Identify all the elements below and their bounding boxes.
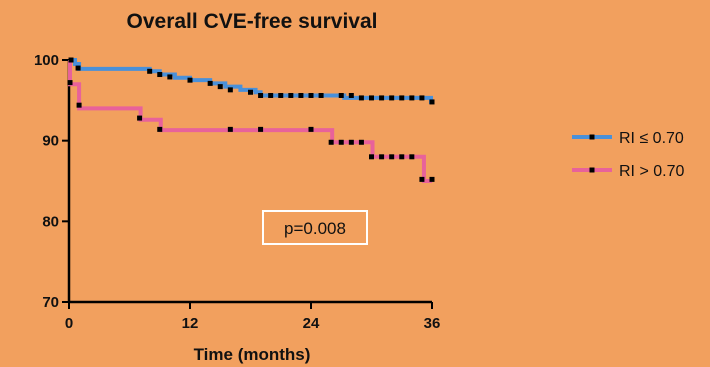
- legend-label: RI > 0.70: [619, 163, 684, 180]
- censor-mark: [419, 95, 425, 101]
- p-value-annotation: p=0.008: [262, 210, 368, 245]
- censor-mark: [358, 139, 364, 145]
- censor-mark: [268, 92, 274, 98]
- censor-mark: [399, 95, 405, 101]
- censor-mark: [167, 74, 173, 80]
- censor-mark: [389, 95, 395, 101]
- y-tick-label: 100: [34, 52, 59, 69]
- censor-mark: [399, 154, 405, 160]
- censor-mark: [157, 72, 163, 78]
- censor-mark: [248, 89, 253, 95]
- y-tick-label: 70: [42, 294, 59, 311]
- censor-mark: [187, 77, 193, 83]
- legend-item: RI > 0.70: [572, 163, 684, 180]
- censor-mark: [308, 92, 314, 98]
- censor-mark: [137, 115, 143, 121]
- x-axis-title: Time (months): [194, 345, 311, 364]
- censor-mark: [429, 176, 435, 182]
- censor-mark: [227, 87, 233, 93]
- censor-mark: [258, 92, 264, 98]
- y-tick-label: 80: [42, 213, 59, 230]
- censor-mark: [358, 95, 364, 101]
- censor-mark: [68, 57, 74, 63]
- censor-mark: [76, 102, 82, 108]
- series-line-ri-le-070: [69, 58, 433, 104]
- censor-mark: [348, 139, 354, 145]
- censor-mark: [75, 65, 81, 71]
- censor-mark: [328, 139, 334, 145]
- censor-mark: [258, 126, 264, 132]
- p-value-text: p=0.008: [284, 219, 346, 238]
- censor-mark: [288, 92, 294, 98]
- censor-mark: [348, 92, 354, 98]
- y-tick-label: 90: [42, 133, 59, 150]
- censor-mark: [409, 95, 415, 101]
- x-tick-label: 0: [65, 315, 73, 332]
- censor-mark: [147, 68, 153, 74]
- x-tick-label: 12: [182, 315, 199, 332]
- censor-mark: [369, 95, 374, 101]
- x-tick-label: 36: [424, 315, 441, 332]
- censor-mark: [379, 95, 385, 101]
- ticks: 0 12 24 36 70 80 90 100: [34, 52, 440, 332]
- censor-mark: [217, 84, 223, 90]
- censor-mark: [308, 126, 314, 132]
- legend: RI ≤ 0.70 RI > 0.70: [572, 130, 684, 180]
- censor-mark: [298, 92, 304, 98]
- censor-mark: [338, 92, 344, 98]
- censor-mark: [338, 139, 344, 145]
- x-tick-label: 24: [303, 315, 320, 332]
- censor-mark: [318, 92, 324, 98]
- censor-mark: [67, 80, 73, 86]
- censor-mark: [278, 92, 284, 98]
- legend-marker: [589, 167, 595, 173]
- axes: [67, 60, 432, 304]
- censor-mark: [379, 154, 385, 160]
- series-layer: [67, 57, 435, 183]
- censor-mark: [389, 154, 395, 160]
- censor-mark: [227, 126, 233, 132]
- legend-marker: [589, 134, 595, 140]
- censor-mark: [369, 154, 374, 160]
- censor-mark: [409, 154, 415, 160]
- p-value-box: [262, 210, 368, 245]
- censor-mark: [429, 99, 435, 105]
- series-line-ri-gt-070: [68, 58, 432, 183]
- censor-mark: [157, 126, 163, 132]
- censor-mark: [207, 80, 213, 86]
- legend-label: RI ≤ 0.70: [619, 130, 684, 147]
- legend-item: RI ≤ 0.70: [572, 130, 684, 147]
- chart-title: Overall CVE-free survival: [127, 10, 378, 33]
- censor-mark: [419, 176, 425, 182]
